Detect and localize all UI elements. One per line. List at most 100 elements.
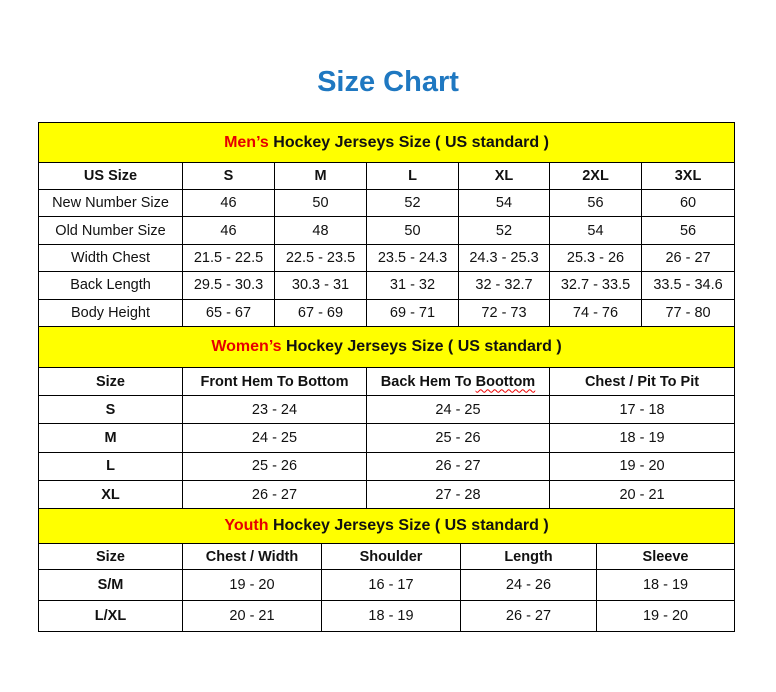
table-cell: 17 - 18 [548,394,736,425]
row-label: S [38,394,183,425]
table-cell: 46 [182,188,275,218]
youth-header-row: Size Chest / Width Shoulder Length Sleeve [38,543,736,570]
table-cell: 20 - 21 [182,600,322,632]
table-cell: 74 - 76 [549,298,642,327]
table-cell: 18 - 19 [548,423,736,453]
men-size-table: Men’s Hockey Jerseys Size ( US standard … [37,122,736,327]
table-cell: 16 - 17 [321,569,461,601]
column-header: L [366,162,459,190]
row-label: Width Chest [38,243,183,273]
column-header: Size [38,367,183,396]
banner-highlight: Women’s [211,338,282,355]
row-label: Body Height [38,298,183,327]
table-cell: 20 - 21 [548,479,736,510]
table-cell: 50 [366,216,459,245]
page-title: Size Chart [317,66,459,98]
misspelled-word: Boottom [475,373,536,390]
table-cell: 18 - 19 [595,569,736,601]
women-header-row: Size Front Hem To Bottom Back Hem To Boott… [38,367,736,396]
table-cell: 52 [458,216,550,245]
banner-title: Hockey Jerseys Size ( US standard ) [268,133,549,151]
table-cell: 50 [274,188,367,218]
table-row: Body Height 65 - 67 67 - 69 69 - 71 72 - 73 7… [38,298,736,327]
table-cell: 26 - 27 [366,451,550,481]
table-cell: 25 - 26 [366,423,550,453]
column-header: S [182,162,275,190]
table-cell: 22.5 - 23.5 [274,243,367,273]
table-cell: 60 [640,188,736,218]
table-row: L/XL 20 - 21 18 - 19 26 - 27 19 - 20 [38,600,736,632]
row-label: Back Length [38,271,183,300]
men-banner: Men’s Hockey Jerseys Size ( US standard … [37,122,736,163]
table-cell: 19 - 20 [548,451,736,481]
men-header-row: US Size S M L XL 2XL 3XL [38,162,736,190]
banner-title: Hockey Jerseys Size ( US standard ) [281,338,562,355]
column-header: Chest / Pit To Pit [548,367,736,396]
row-label: L/XL [38,600,183,632]
table-cell: 56 [549,188,642,218]
youth-size-table: Youth Hockey Jerseys Size ( US standard … [37,508,736,632]
table-cell: 24 - 25 [366,394,550,425]
table-cell: 25 - 26 [182,451,367,481]
row-label: S/M [38,569,183,601]
table-row: S/M 19 - 20 16 - 17 24 - 26 18 - 19 [38,569,736,601]
column-header: Back Hem To Boottom [366,367,550,396]
youth-banner: Youth Hockey Jerseys Size ( US standard … [37,508,736,544]
table-row: Old Number Size 46 48 50 52 54 56 [38,216,736,245]
column-header: US Size [38,162,183,190]
table-cell: 26 - 27 [640,243,736,273]
table-cell: 18 - 19 [321,600,461,632]
table-row: Back Length 29.5 - 30.3 30.3 - 31 31 - 32 32… [38,271,736,300]
column-header: Sleeve [595,543,736,570]
table-row: XL 26 - 27 27 - 28 20 - 21 [38,479,736,510]
table-cell: 52 [366,188,459,218]
column-header: 3XL [640,162,736,190]
table-cell: 19 - 20 [595,600,736,632]
table-cell: 23 - 24 [182,394,367,425]
table-cell: 27 - 28 [366,479,550,510]
table-cell: 46 [182,216,275,245]
table-cell: 54 [549,216,642,245]
table-cell: 77 - 80 [640,298,736,327]
column-header: XL [458,162,550,190]
table-cell: 56 [640,216,736,245]
table-row: Width Chest 21.5 - 22.5 22.5 - 23.5 23.5 - … [38,243,736,273]
women-banner: Women’s Hockey Jerseys Size ( US standar… [37,326,736,368]
banner-cell: Women’s Hockey Jerseys Size ( US standar… [37,326,736,368]
column-header: Length [460,543,597,570]
row-label: Old Number Size [38,216,183,245]
table-cell: 21.5 - 22.5 [182,243,275,273]
banner-cell: Youth Hockey Jerseys Size ( US standard … [37,508,736,544]
table-cell: 67 - 69 [274,298,367,327]
table-cell: 24 - 26 [460,569,597,601]
table-cell: 26 - 27 [460,600,597,632]
table-cell: 19 - 20 [182,569,322,601]
column-header: M [274,162,367,190]
banner-title: Hockey Jerseys Size ( US standard ) [268,517,549,534]
banner-highlight: Men’s [224,133,269,151]
column-header: Front Hem To Bottom [182,367,367,396]
table-cell: 69 - 71 [366,298,459,327]
row-label: L [38,451,183,481]
table-cell: 25.3 - 26 [549,243,642,273]
table-cell: 48 [274,216,367,245]
table-cell: 29.5 - 30.3 [182,271,275,300]
table-row: M 24 - 25 25 - 26 18 - 19 [38,423,736,453]
table-row: New Number Size 46 50 52 54 56 60 [38,188,736,218]
table-cell: 24 - 25 [182,423,367,453]
table-cell: 24.3 - 25.3 [458,243,550,273]
table-row: S 23 - 24 24 - 25 17 - 18 [38,394,736,425]
table-cell: 33.5 - 34.6 [640,271,736,300]
column-header: 2XL [549,162,642,190]
column-header: Shoulder [321,543,461,570]
table-cell: 31 - 32 [366,271,459,300]
table-row: L 25 - 26 26 - 27 19 - 20 [38,451,736,481]
table-cell: 72 - 73 [458,298,550,327]
column-header: Size [38,543,183,570]
banner-highlight: Youth [224,517,269,534]
table-cell: 32.7 - 33.5 [549,271,642,300]
row-label: M [38,423,183,453]
table-cell: 23.5 - 24.3 [366,243,459,273]
banner-cell: Men’s Hockey Jerseys Size ( US standard … [37,122,736,163]
row-label: XL [38,479,183,510]
